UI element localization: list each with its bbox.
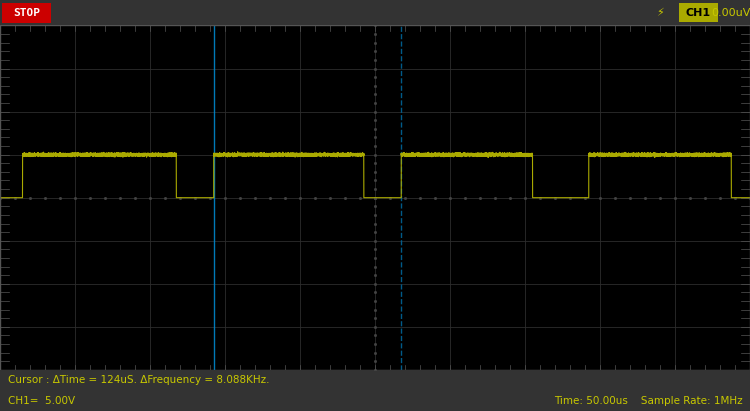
Text: 0.00uV: 0.00uV [712, 8, 750, 18]
Bar [679, 3, 718, 23]
Text: Cursor : ΔTime = 124uS. ΔFrequency = 8.088KHz.: Cursor : ΔTime = 124uS. ΔFrequency = 8.0… [8, 375, 269, 385]
Text: Time: 50.00us    Sample Rate: 1MHz: Time: 50.00us Sample Rate: 1MHz [554, 396, 742, 406]
Bar [2, 2, 51, 23]
Text: ⚡: ⚡ [656, 8, 664, 18]
Bar [0, 25, 750, 370]
Text: CH1: CH1 [686, 8, 711, 18]
Text: STOP: STOP [13, 8, 40, 18]
Text: CH1=  5.00V: CH1= 5.00V [8, 396, 74, 406]
